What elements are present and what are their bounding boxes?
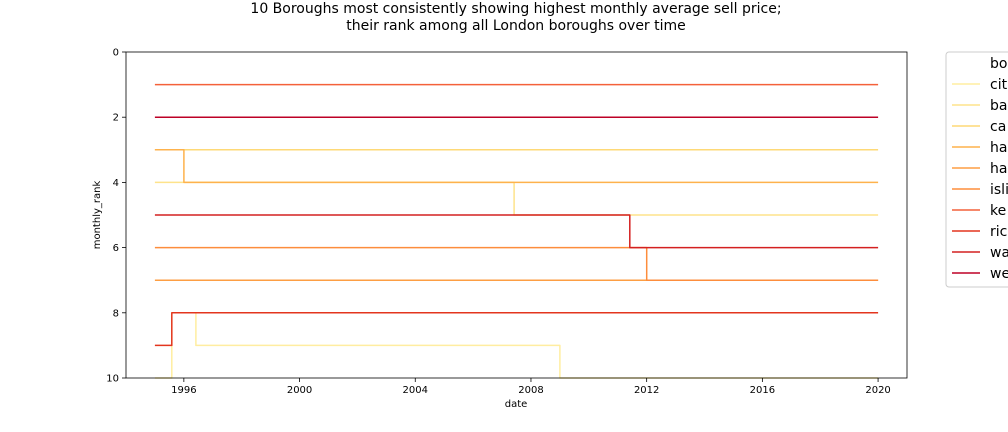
legend-label: we xyxy=(990,266,1008,282)
x-tick-label: 2000 xyxy=(287,385,312,396)
x-axis: 1996 2000 2004 2008 2012 2016 2020 xyxy=(171,378,891,396)
y-tick-label: 10 xyxy=(106,374,119,385)
series-line xyxy=(154,312,879,379)
y-tick-label: 6 xyxy=(113,243,119,254)
x-axis-label: date xyxy=(505,399,528,410)
series-line xyxy=(154,214,879,249)
x-tick-label: 2012 xyxy=(634,385,659,396)
legend-label: ha xyxy=(990,140,1007,156)
legend-title: bo xyxy=(990,56,1007,72)
x-tick-label: 1996 xyxy=(171,385,196,396)
series-layer xyxy=(154,83,879,379)
legend-label: ba xyxy=(990,98,1007,114)
y-tick-label: 8 xyxy=(113,308,119,319)
legend-label: isli xyxy=(990,182,1008,198)
legend-label: ke xyxy=(990,203,1006,219)
legend-label: cit xyxy=(990,77,1008,93)
x-tick-label: 2004 xyxy=(403,385,428,396)
series-line xyxy=(154,181,879,216)
legend-label: wa xyxy=(990,245,1008,261)
plot-area xyxy=(125,51,908,379)
legend-items: cit ba ca ha ha isli ke ric wa we xyxy=(952,77,1008,282)
series-line xyxy=(154,312,879,347)
x-tick-label: 2008 xyxy=(518,385,543,396)
chart-subtitle: their rank among all London boroughs ove… xyxy=(346,18,686,34)
y-tick-label: 4 xyxy=(113,178,119,189)
series-line xyxy=(154,246,879,281)
series-line xyxy=(154,149,879,184)
x-tick-label: 2020 xyxy=(865,385,890,396)
legend-label: ric xyxy=(990,224,1007,240)
x-tick-label: 2016 xyxy=(750,385,775,396)
y-tick-label: 0 xyxy=(113,48,119,59)
y-tick-label: 2 xyxy=(113,113,119,124)
legend-label: ha xyxy=(990,161,1007,177)
legend-label: ca xyxy=(990,119,1006,135)
y-axis: 0 2 4 6 8 10 xyxy=(106,48,126,385)
y-axis-label: monthly_rank xyxy=(92,181,103,250)
legend: bo cit ba ca ha ha isli ke ric wa we xyxy=(945,51,1008,288)
chart-title: 10 Boroughs most consistently showing hi… xyxy=(250,1,781,17)
legend-frame xyxy=(945,51,1008,288)
